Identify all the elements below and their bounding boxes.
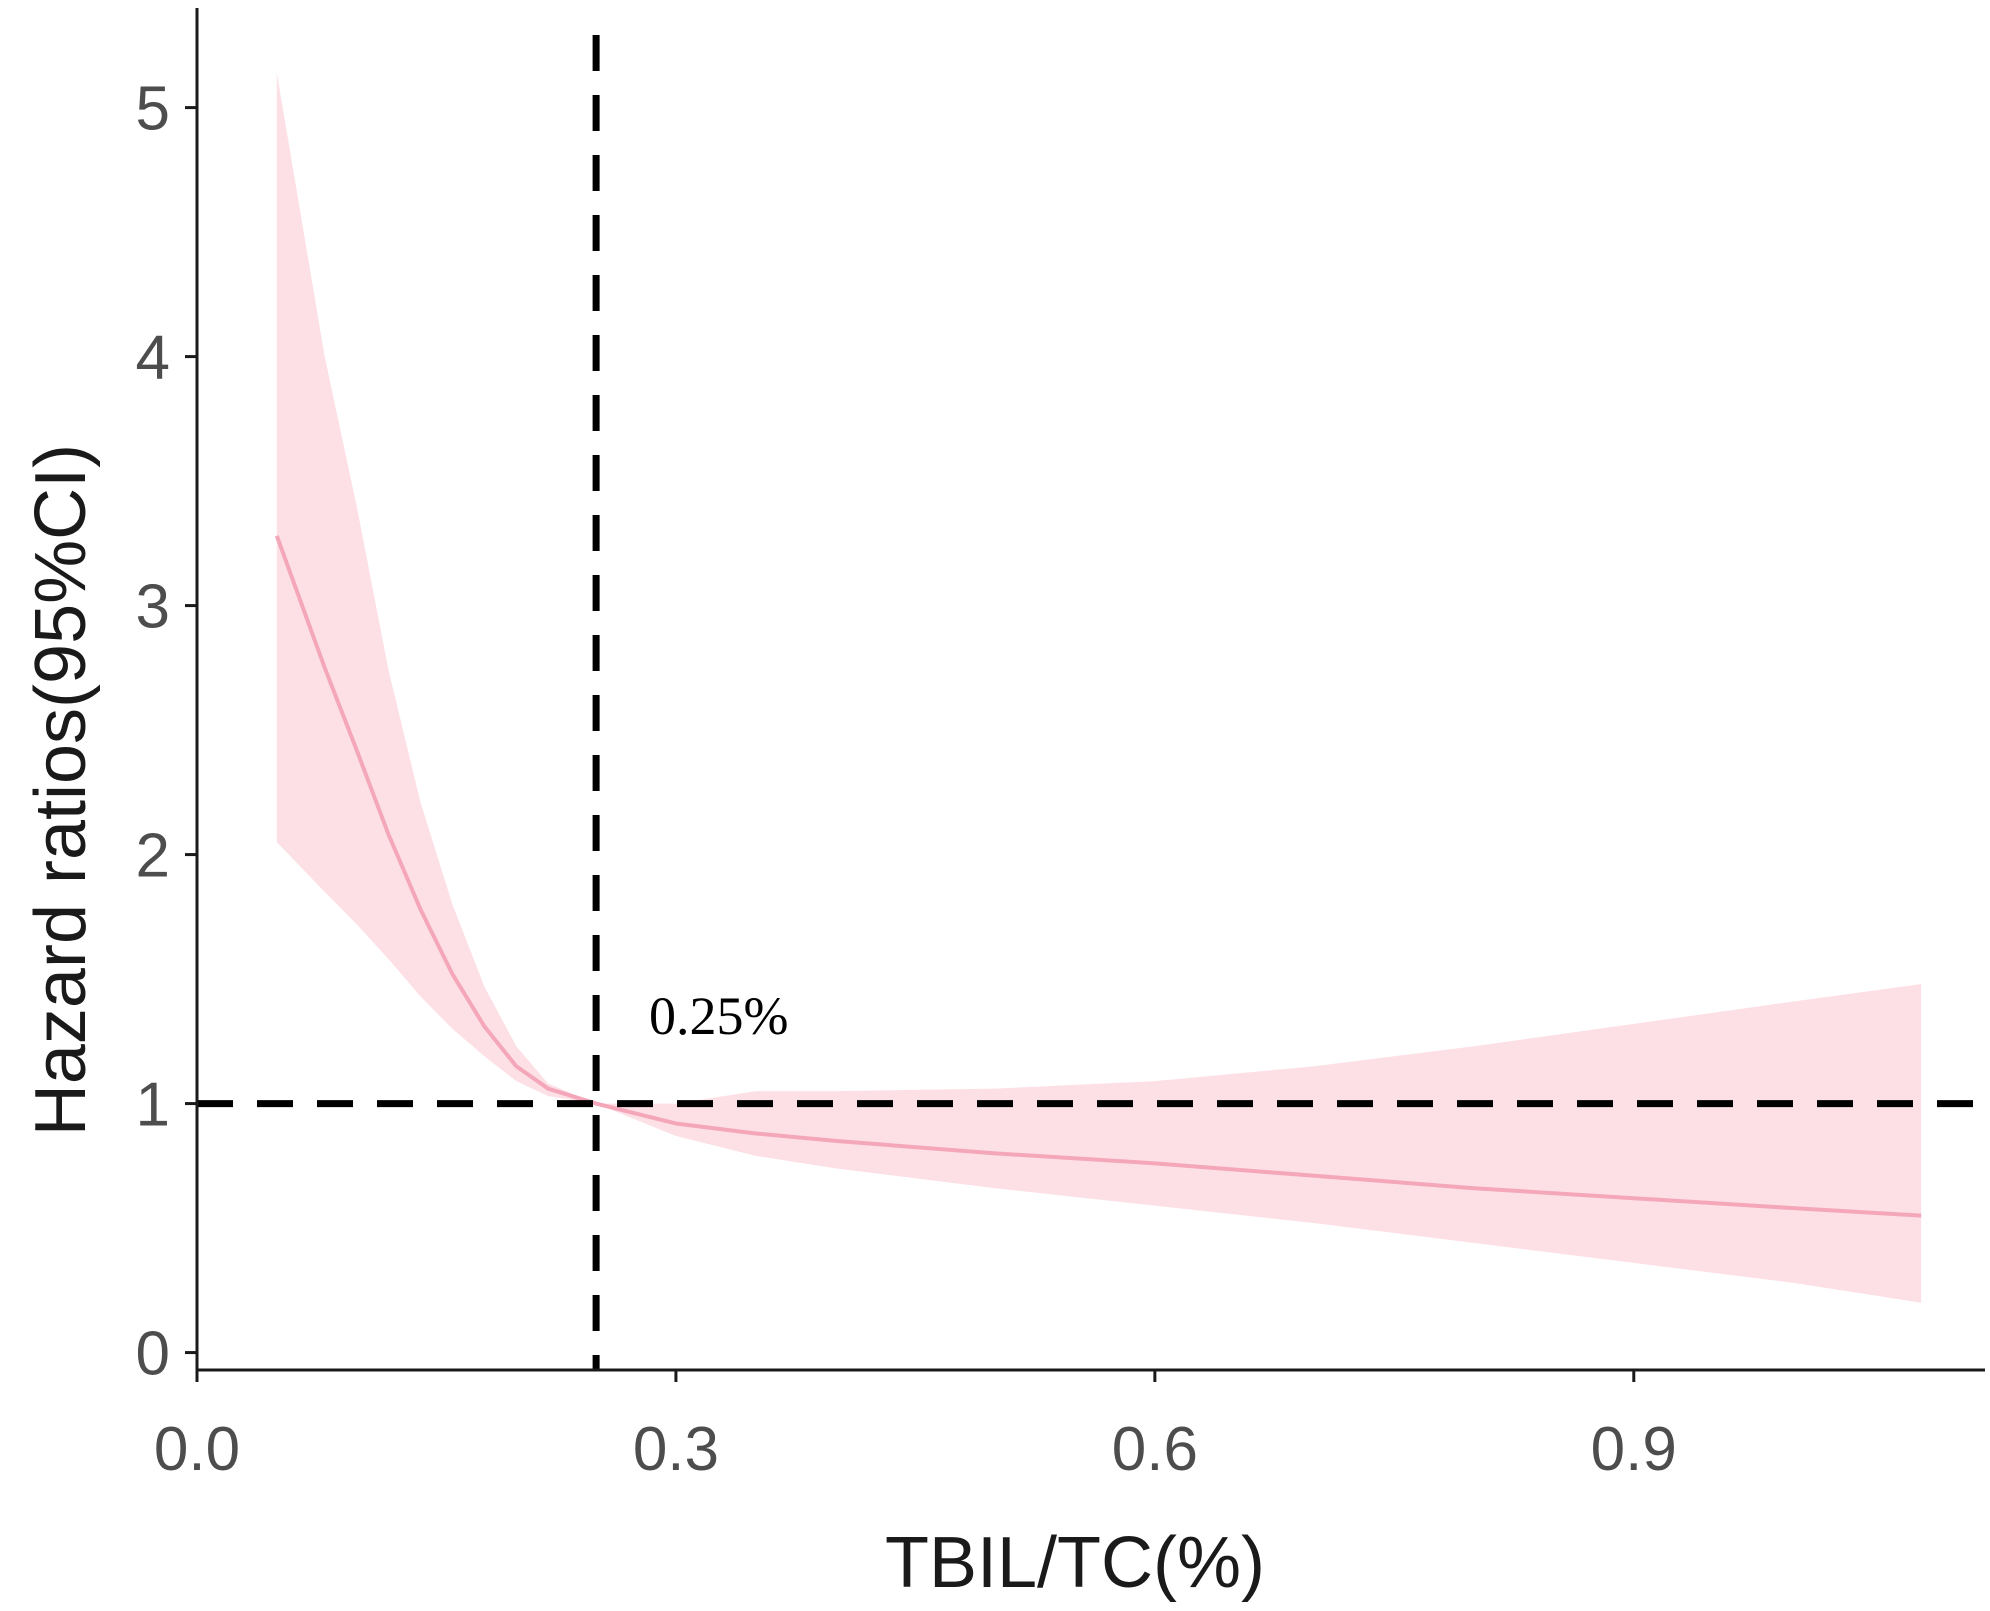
x-tick-label: 0.9 [1591, 1415, 1677, 1484]
y-axis-ticks: 0 1 2 3 4 5 [136, 75, 197, 1389]
x-tick-label: 0.6 [1112, 1415, 1198, 1484]
confidence-interval-band [276, 72, 1922, 1303]
y-tick-label: 0 [136, 1320, 170, 1389]
x-tick-label: 0.0 [154, 1415, 240, 1484]
hazard-ratio-line [274, 535, 1922, 1218]
y-axis-title: Hazard ratios(95%CI) [21, 444, 101, 1136]
y-tick-label: 2 [136, 822, 170, 891]
axes: 0.0 0.3 0.6 0.9 0 1 2 3 4 5 [136, 8, 1985, 1484]
plot-area [197, 35, 1985, 1370]
y-tick-label: 4 [136, 324, 170, 393]
x-axis-ticks: 0.0 0.3 0.6 0.9 [154, 1370, 1677, 1484]
y-tick-label: 3 [136, 573, 170, 642]
y-tick-label: 5 [136, 75, 170, 144]
x-axis-title: TBIL/TC(%) [885, 1523, 1265, 1603]
threshold-annotation: 0.25% [649, 986, 788, 1046]
y-tick-label: 1 [136, 1071, 170, 1140]
x-tick-label: 0.3 [633, 1415, 719, 1484]
